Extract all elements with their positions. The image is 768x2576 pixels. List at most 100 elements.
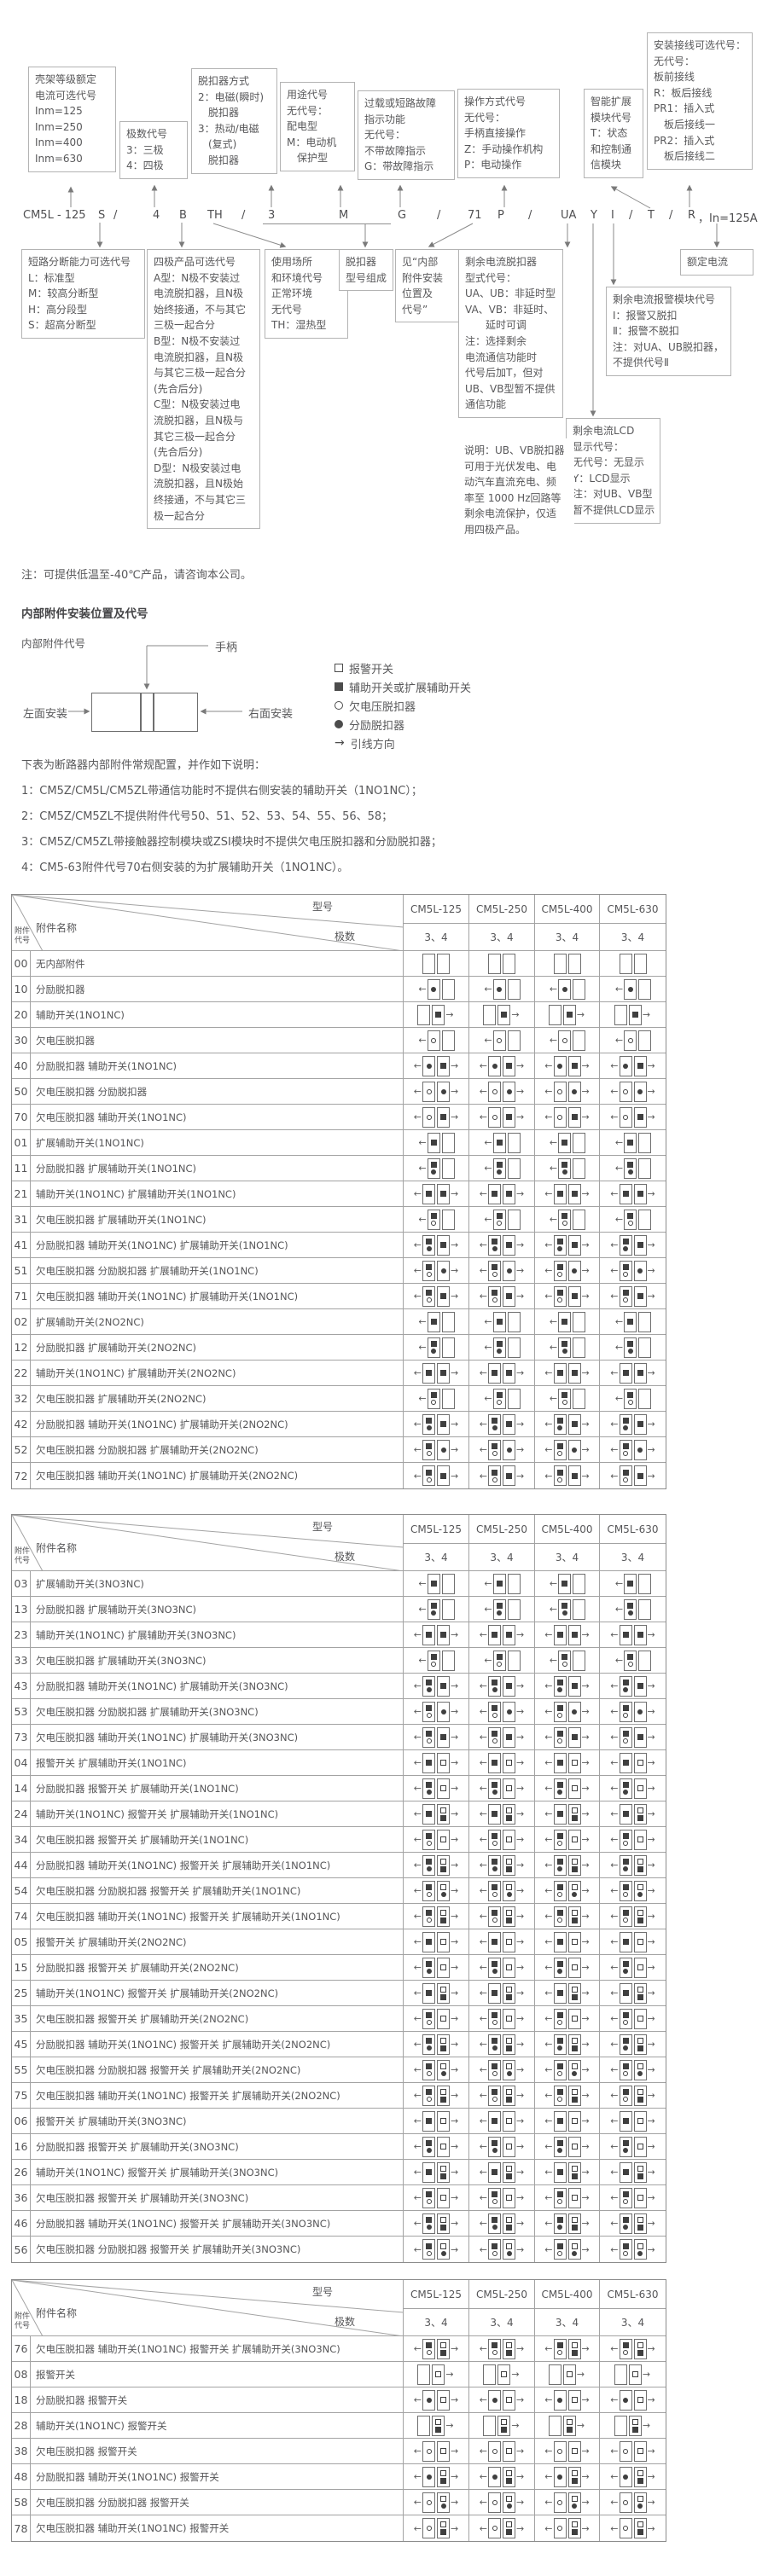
position-diagram [553,953,581,974]
lead-arrow-left-icon: ← [479,1834,487,1845]
diagram-cell: ← → [404,1878,469,1904]
alarm-switch-icon [637,2242,643,2249]
accessory-code: 54 [12,1878,31,1904]
position-diagram: ← → [413,1260,459,1281]
lead-arrow-right-icon: → [581,1239,590,1250]
auxiliary-switch-icon [622,1680,629,1685]
explain-line: 说明：UB、VB脱扣器 [464,444,565,456]
lead-arrow-left-icon: ← [413,1732,422,1743]
alarm-switch-icon [637,2063,643,2069]
auxiliary-switch-icon [426,1632,432,1638]
position-diagram: ← → [413,2059,459,2080]
box-fault-indication: 过载或短路故障 指示功能 无代号： 不带故障指示 G：带故障指示 [358,90,455,180]
right-compartment [503,1055,515,1076]
alarm-switch-icon [637,1836,643,1842]
lead-arrow-left-icon: ← [544,1757,553,1768]
callout-line: 使用场所 [271,256,313,268]
position-diagram: ← → [544,1285,590,1307]
left-compartment [619,1906,632,1927]
callout-line: 代号” [402,303,428,316]
undervoltage-release-icon [627,1221,633,1226]
position-diagram: ← → [479,1752,525,1773]
auxiliary-switch-icon [637,2529,643,2535]
callout-line: 安装接线可选代号： [654,39,747,51]
accessory-name: 欠电压脱扣器 报警开关 扩展辅助开关(3NO3NC) [31,2185,404,2211]
legend-label: 欠电压脱扣器 [349,700,416,714]
callout-line: P：电动操作 [464,159,522,171]
right-compartment [573,1650,586,1671]
auxiliary-switch-icon [637,1993,643,2000]
callout-line: 模块代号 [591,111,632,124]
lead-arrow-right-icon: → [451,1419,459,1430]
left-compartment [422,1106,435,1128]
accessory-name: 报警开关 扩展辅助开关(1NO1NC) [31,1750,404,1776]
lead-arrow-right-icon: → [647,2243,655,2255]
right-compartment [441,1650,455,1671]
lead-arrow-left-icon: ← [479,2192,487,2203]
auxiliary-switch-icon [637,1683,643,1689]
undervoltage-release-icon [623,2350,628,2355]
callout-line: 四极产品可选代号 [154,256,236,268]
lead-arrow-right-icon: → [647,1732,655,1743]
undervoltage-release-icon [492,2020,497,2025]
undervoltage-release-icon [497,1037,503,1043]
lead-arrow-right-icon: → [516,1962,525,1973]
left-compartment [553,2239,567,2260]
left-compartment [619,1880,632,1901]
diagram-cell: ← → [404,1463,469,1488]
lead-arrow-left-icon: ← [484,1393,492,1404]
left-compartment [488,1055,501,1076]
auxiliary-switch-icon [426,2012,432,2018]
position-diagram: ← [483,1157,521,1179]
lead-arrow-right-icon: → [647,1706,655,1717]
box-operation-mode: 操作方式代号 无代号： 手柄直接操作 Z：手动操作机构 P：电动操作 [457,89,560,178]
auxiliary-switch-icon [506,1993,512,2000]
left-compartment [422,1675,435,1697]
auxiliary-switch-icon [492,2118,497,2124]
right-compartment [633,1183,647,1204]
shunt-release-icon [557,2148,562,2153]
lead-arrow-right-icon: → [647,2115,655,2126]
callout-line: Y：LCD显示 [573,472,631,484]
right-compartment [628,2415,642,2436]
diagram-cell: ← → [404,1258,469,1284]
callout-line: 三极一起合分 [154,319,216,332]
auxiliary-switch-icon [496,1140,503,1146]
shunt-release-icon [440,1892,446,1897]
explain-line: 率至 1000 Hz回路等 [464,491,561,504]
left-compartment [422,2110,435,2132]
auxiliary-switch-icon [556,1833,563,1839]
lead-arrow-left-icon: ← [544,1470,553,1482]
position-diagram: ← → [479,2034,525,2055]
legend-item: 辅助开关或扩展辅助开关 [335,677,471,696]
auxiliary-switch-icon [556,2140,563,2146]
position-diagram: ← [483,1650,521,1671]
accessory-name: 无内部附件 [31,951,404,977]
auxiliary-switch-icon [637,1421,643,1427]
shunt-release-icon [497,1610,503,1616]
lead-arrow-right-icon: → [451,1987,459,1999]
lead-arrow-right-icon: → [516,2522,525,2534]
diagram-cell: ← → [535,1053,600,1079]
callout-line: Ⅱ：报警不脱扣 [613,325,679,338]
diagram-cell: ← [535,1309,600,1335]
position-diagram: ← → [609,1413,655,1435]
position-diagram: ← → [544,2518,590,2538]
callout-line: 3：三极 [126,143,164,156]
right-compartment [567,2492,581,2513]
accessory-table: 型号 极数 附件名称 附件 代号 CM5L-125 CM5L-250 CM5L-400 CM5L… [11,2279,666,2542]
lead-arrow-left-icon: ← [479,1188,487,1199]
lead-arrow-left-icon: ← [549,1214,558,1225]
auxiliary-switch-icon [430,1392,437,1398]
alarm-switch-icon [637,1939,643,1945]
diagram-cell: ← [535,1028,600,1053]
accessory-code: 45 [12,2032,31,2057]
position-diagram: ← → [413,2034,459,2055]
right-compartment [633,2008,647,2029]
auxiliary-switch-icon [492,1370,497,1376]
lead-arrow-right-icon: → [647,2064,655,2075]
lead-arrow-left-icon: ← [479,2013,487,2024]
position-diagram: ← [417,1573,455,1594]
left-compartment [427,1573,440,1594]
